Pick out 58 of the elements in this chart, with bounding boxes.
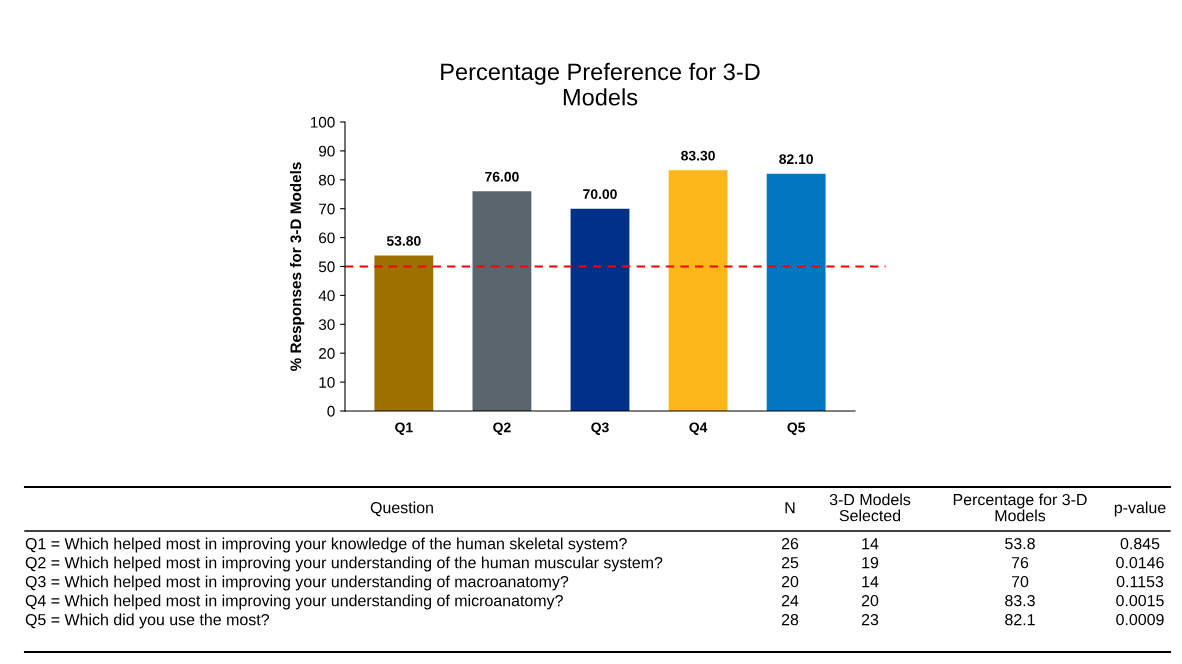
text: 0.1153	[1116, 575, 1164, 588]
x-tick-label: Q4	[689, 422, 708, 435]
y-axis-title: % Responses for 3-D Models	[289, 162, 305, 371]
y-tick-label: 60	[319, 232, 335, 244]
text: Q1 = Which helped most in improving your knowledge of the human skeletal system?	[25, 537, 627, 553]
text: 19	[862, 556, 879, 569]
y-tick-label: 50	[318, 261, 335, 273]
data-label: 70.00	[583, 189, 617, 200]
x-tick-label: Q5	[787, 422, 806, 435]
text: Q3 = Which helped most in improving your understanding of macroanatomy?	[25, 575, 569, 591]
y-tick-label: 90	[319, 145, 335, 157]
text: 0.845	[1120, 537, 1160, 550]
text: 3-D Models Selected	[829, 493, 911, 522]
y-tick-label: 70	[319, 203, 335, 215]
text: N	[785, 502, 795, 514]
bar	[668, 170, 728, 411]
text: 70	[1011, 575, 1029, 588]
x-tick-label: Q1	[395, 422, 413, 435]
text: Q2 = Which helped most in improving your understanding of the human muscular system?	[25, 556, 663, 572]
bar	[472, 191, 532, 411]
text: Q5 = Which did you use the most?	[25, 613, 269, 629]
text: 24	[781, 594, 799, 607]
x-tick-label: Q3	[591, 422, 609, 435]
y-tick-label: 30	[318, 319, 335, 330]
y-tick-label: 10	[319, 376, 335, 388]
text: 20	[861, 594, 879, 607]
text: Percentage for 3-D Models	[953, 493, 1087, 522]
text: Question	[370, 501, 433, 517]
y-tick-label: 100	[310, 116, 335, 128]
y-tick-label: 20	[319, 348, 335, 359]
data-label: 82.10	[779, 154, 813, 165]
text: Q4 = Which helped most in improving your understanding of microanatomy?	[25, 594, 563, 610]
text: 82.1	[1005, 613, 1035, 626]
bar	[374, 255, 434, 411]
text: 83.3	[1005, 594, 1035, 607]
text: 76	[1011, 556, 1029, 569]
y-tick-label: 80	[318, 174, 335, 186]
text: 0.0146	[1116, 556, 1164, 569]
text: 0.0009	[1116, 613, 1164, 626]
y-tick-label: 0	[327, 405, 335, 417]
text: 26	[781, 537, 799, 550]
y-tick-label: 40	[318, 290, 335, 302]
chart-title: Percentage Preference for 3-D Models	[441, 62, 760, 106]
text: 23	[861, 613, 879, 626]
data-label: 76.00	[485, 171, 519, 182]
text: 53.8	[1005, 537, 1035, 550]
x-tick-label: Q2	[493, 422, 511, 435]
text: 14	[862, 576, 879, 588]
bar	[570, 208, 630, 411]
data-label: 53.80	[386, 235, 421, 246]
text: 25	[781, 556, 799, 569]
bar	[766, 173, 826, 411]
text: 0.0015	[1116, 594, 1164, 607]
text: 14	[862, 538, 879, 550]
text: 20	[781, 575, 799, 588]
data-label: 83.30	[681, 150, 715, 161]
text: 28	[781, 613, 799, 626]
text: p-value	[1114, 501, 1166, 517]
